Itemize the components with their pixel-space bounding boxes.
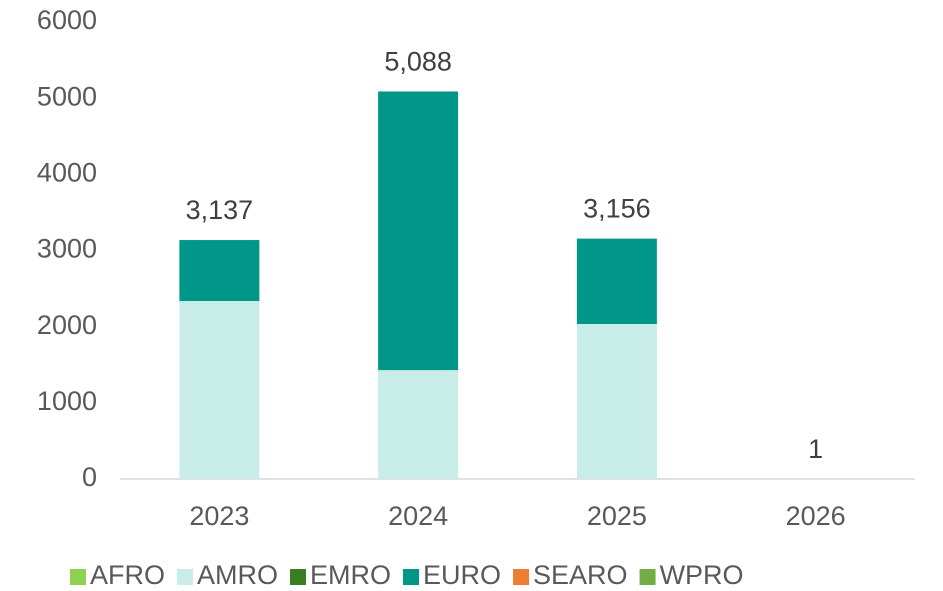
legend-swatch: [513, 569, 530, 585]
bar-segment: [179, 300, 260, 479]
total-label: 1: [808, 434, 823, 464]
legend-swatch: [290, 569, 307, 585]
bar-segment: [378, 370, 459, 479]
y-tick-label: 1000: [37, 386, 97, 416]
legend-swatch: [639, 569, 656, 585]
y-tick-label: 4000: [37, 157, 97, 187]
y-tick-label: 0: [82, 462, 97, 492]
legend-label: WPRO: [660, 560, 744, 590]
total-label: 5,088: [384, 47, 452, 77]
legend-label: EMRO: [310, 560, 391, 590]
x-tick-label: 2026: [786, 501, 846, 531]
legend-label: SEARO: [533, 560, 628, 590]
legend-swatch: [177, 569, 194, 585]
y-tick-label: 3000: [37, 234, 97, 264]
bar-segment: [576, 238, 657, 325]
legend-label: EURO: [423, 560, 501, 590]
bar-segment: [576, 324, 657, 479]
legend-swatch: [70, 569, 86, 585]
y-tick-label: 5000: [37, 81, 97, 111]
total-label: 3,137: [186, 195, 254, 225]
bar-segment: [179, 240, 260, 301]
x-tick-label: 2024: [388, 501, 448, 531]
legend-label: AMRO: [197, 560, 278, 590]
y-tick-label: 2000: [37, 310, 97, 340]
x-tick-label: 2023: [189, 501, 249, 531]
bar-segment: [378, 91, 459, 371]
x-tick-label: 2025: [587, 501, 647, 531]
total-label: 3,156: [583, 194, 651, 224]
legend-swatch: [403, 569, 420, 585]
y-tick-label: 6000: [37, 5, 97, 35]
legend-label: AFRO: [90, 560, 165, 590]
